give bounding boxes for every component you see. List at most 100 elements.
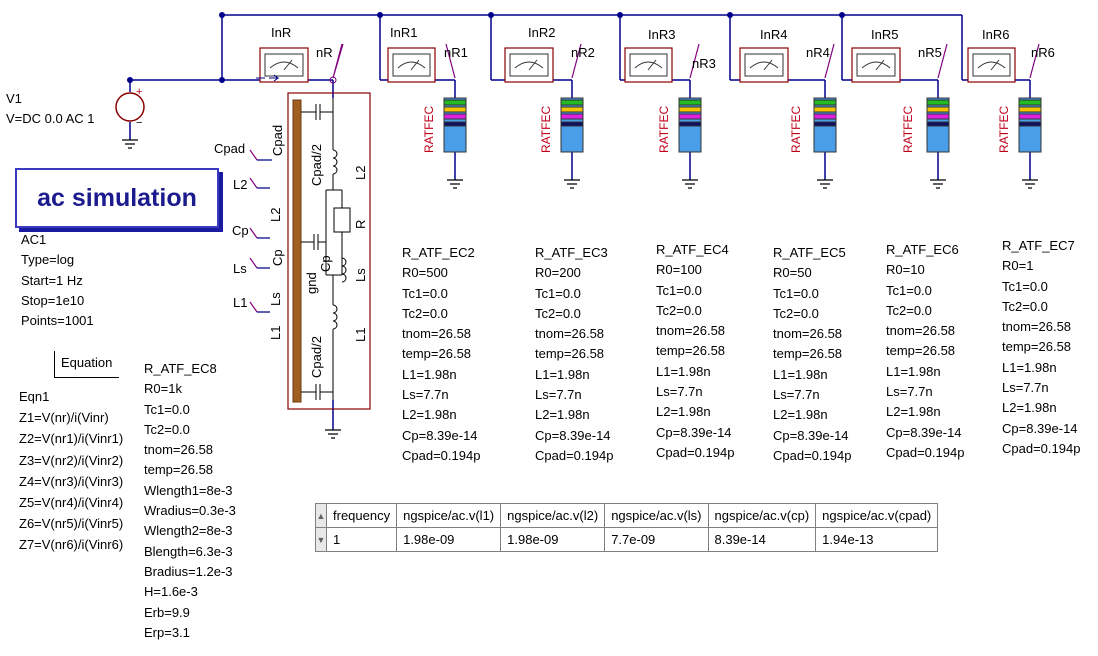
param-line: Bradius=1.2e-3 <box>144 563 233 579</box>
param-line: Wradius=0.3e-3 <box>144 503 236 519</box>
simulation-params: AC1 Type=log Start=1 Hz Stop=1e10 Points… <box>21 230 94 331</box>
ac-simulation-title: ac simulation <box>37 184 197 212</box>
equation-header[interactable]: Equation <box>54 351 119 378</box>
table-cell: 8.39e-14 <box>707 527 817 552</box>
table-header-cell: ngspice/ac.v(l2) <box>500 503 606 528</box>
param-block-title: R_ATF_EC5 <box>773 245 846 260</box>
sim-start: Start=1 Hz <box>21 272 83 288</box>
int-label-l2: L2 <box>268 207 283 222</box>
param-line: Cpad=0.194p <box>535 447 614 463</box>
param-line: H=1.6e-3 <box>144 584 198 600</box>
param-line: Tc2=0.0 <box>402 305 448 321</box>
param-line: R0=200 <box>535 265 581 281</box>
table-header-row: ▲ frequency ngspice/ac.v(l1) ngspice/ac.… <box>315 503 939 528</box>
param-line: L2=1.98n <box>535 407 590 423</box>
param-line: Cpad=0.194p <box>1002 440 1081 456</box>
resistor-label: RATFEC <box>997 105 1011 153</box>
param-line: temp=26.58 <box>535 346 605 362</box>
equation-line: Z1=V(nr)/i(Vinr) <box>19 410 109 426</box>
int-label-ls: Ls <box>268 292 283 306</box>
param-line: Cp=8.39e-14 <box>886 424 962 440</box>
param-line: R0=1 <box>1002 258 1034 274</box>
svg-text:−: − <box>136 117 142 129</box>
param-block-title: R_ATF_EC4 <box>656 242 729 257</box>
node-label: nR4 <box>806 45 830 60</box>
param-line: tnom=26.58 <box>144 442 214 458</box>
ground-symbols <box>122 139 1038 439</box>
ammeter-label: InR4 <box>760 27 788 42</box>
equation-line: Z3=V(nr2)/i(Vinr2) <box>19 452 124 468</box>
param-line: temp=26.58 <box>144 462 214 478</box>
param-line: L1=1.98n <box>535 366 590 382</box>
param-line: Cpad=0.194p <box>656 444 735 460</box>
table-cell: 1.94e-13 <box>815 527 939 552</box>
resistor-label: RATFEC <box>539 105 553 153</box>
equation-name: Eqn1 <box>19 389 50 404</box>
ec6-param-block[interactable]: R_ATF_EC6 R0=10 Tc1=0.0 Tc2=0.0 tnom=26.… <box>886 240 964 463</box>
scroll-down-icon[interactable]: ▼ <box>315 527 327 552</box>
param-line: Ls=7.7n <box>1002 380 1049 396</box>
ext-label-cpad: Cpad <box>214 141 246 156</box>
label-gnd: gnd <box>304 272 319 294</box>
param-line: L2=1.98n <box>773 407 828 423</box>
param-line: tnom=26.58 <box>402 326 472 342</box>
label-r-right: R <box>353 219 368 229</box>
param-line: Tc1=0.0 <box>535 285 581 301</box>
ac-simulation-block[interactable]: ac simulation <box>15 168 219 228</box>
int-label-cpad: Cpad <box>270 124 285 156</box>
label-cpad2-top: Cpad/2 <box>309 144 324 186</box>
ec4-param-block[interactable]: R_ATF_EC4 R0=100 Tc1=0.0 Tc2=0.0 tnom=26… <box>656 240 734 463</box>
svg-text:+: + <box>136 86 142 98</box>
param-line: R0=10 <box>886 262 925 278</box>
equation-line: Z7=V(nr6)/i(Vinr6) <box>19 537 124 553</box>
param-line: tnom=26.58 <box>1002 319 1072 335</box>
param-line: Ls=7.7n <box>773 387 820 403</box>
param-line: Ls=7.7n <box>886 384 933 400</box>
junction-dots <box>127 12 845 83</box>
voltage-source-symbol: + − <box>115 86 145 129</box>
param-line: Cpad=0.194p <box>773 447 852 463</box>
label-l1-right: L1 <box>353 327 368 342</box>
ext-label-ls: Ls <box>233 261 247 276</box>
param-line: Tc1=0.0 <box>1002 278 1048 294</box>
ec2-param-block[interactable]: R_ATF_EC2 R0=500 Tc1=0.0 Tc2=0.0 tnom=26… <box>402 243 480 466</box>
label-ls-right: Ls <box>353 268 368 282</box>
param-line: Ls=7.7n <box>402 387 449 403</box>
scroll-up-icon[interactable]: ▲ <box>315 503 327 528</box>
table-cell: 7.7e-09 <box>604 527 709 552</box>
resistor-label: RATFEC <box>657 105 671 153</box>
param-line: temp=26.58 <box>1002 339 1072 355</box>
param-line: temp=26.58 <box>402 346 472 362</box>
param-line: temp=26.58 <box>656 343 726 359</box>
param-line: Tc1=0.0 <box>656 282 702 298</box>
param-block-title: R_ATF_EC6 <box>886 242 959 257</box>
ext-label-l2: L2 <box>233 177 248 192</box>
ammeter-symbols <box>256 47 1016 83</box>
table-row: ▼ 1 1.98e-09 1.98e-09 7.7e-09 8.39e-14 1… <box>315 527 939 552</box>
param-line: R0=1k <box>144 381 182 397</box>
param-line: Tc1=0.0 <box>402 285 448 301</box>
ec5-param-block[interactable]: R_ATF_EC5 R0=50 Tc1=0.0 Tc2=0.0 tnom=26.… <box>773 243 851 466</box>
ammeter-label: InR6 <box>982 27 1010 42</box>
param-line: Tc2=0.0 <box>1002 298 1048 314</box>
param-line: Ls=7.7n <box>656 384 703 400</box>
param-line: Tc1=0.0 <box>886 282 932 298</box>
ec7-param-block[interactable]: R_ATF_EC7 R0=1 Tc1=0.0 Tc2=0.0 tnom=26.5… <box>1002 236 1080 459</box>
ec8-param-block[interactable]: R_ATF_EC8 R0=1k Tc1=0.0 Tc2=0.0 tnom=26.… <box>144 359 236 643</box>
equation-header-label: Equation <box>61 355 113 370</box>
ec3-param-block[interactable]: R_ATF_EC3 R0=200 Tc1=0.0 Tc2=0.0 tnom=26… <box>535 243 613 466</box>
param-line: tnom=26.58 <box>886 323 956 339</box>
param-line: Cp=8.39e-14 <box>535 427 611 443</box>
wire-network <box>129 14 1031 430</box>
param-block-title: R_ATF_EC8 <box>144 361 217 376</box>
node-label-markers <box>249 43 1040 313</box>
param-line: R0=50 <box>773 265 812 281</box>
node-label: nR3 <box>692 56 716 71</box>
node-label: nR5 <box>918 45 942 60</box>
resistor-label: RATFEC <box>422 105 436 153</box>
equation-line: Z4=V(nr3)/i(Vinr3) <box>19 473 124 489</box>
resistor-label: RATFEC <box>901 105 915 153</box>
node-label: nR <box>316 45 333 60</box>
ext-label-cp: Cp <box>232 223 249 238</box>
resistor-label: RATFEC <box>789 105 803 153</box>
